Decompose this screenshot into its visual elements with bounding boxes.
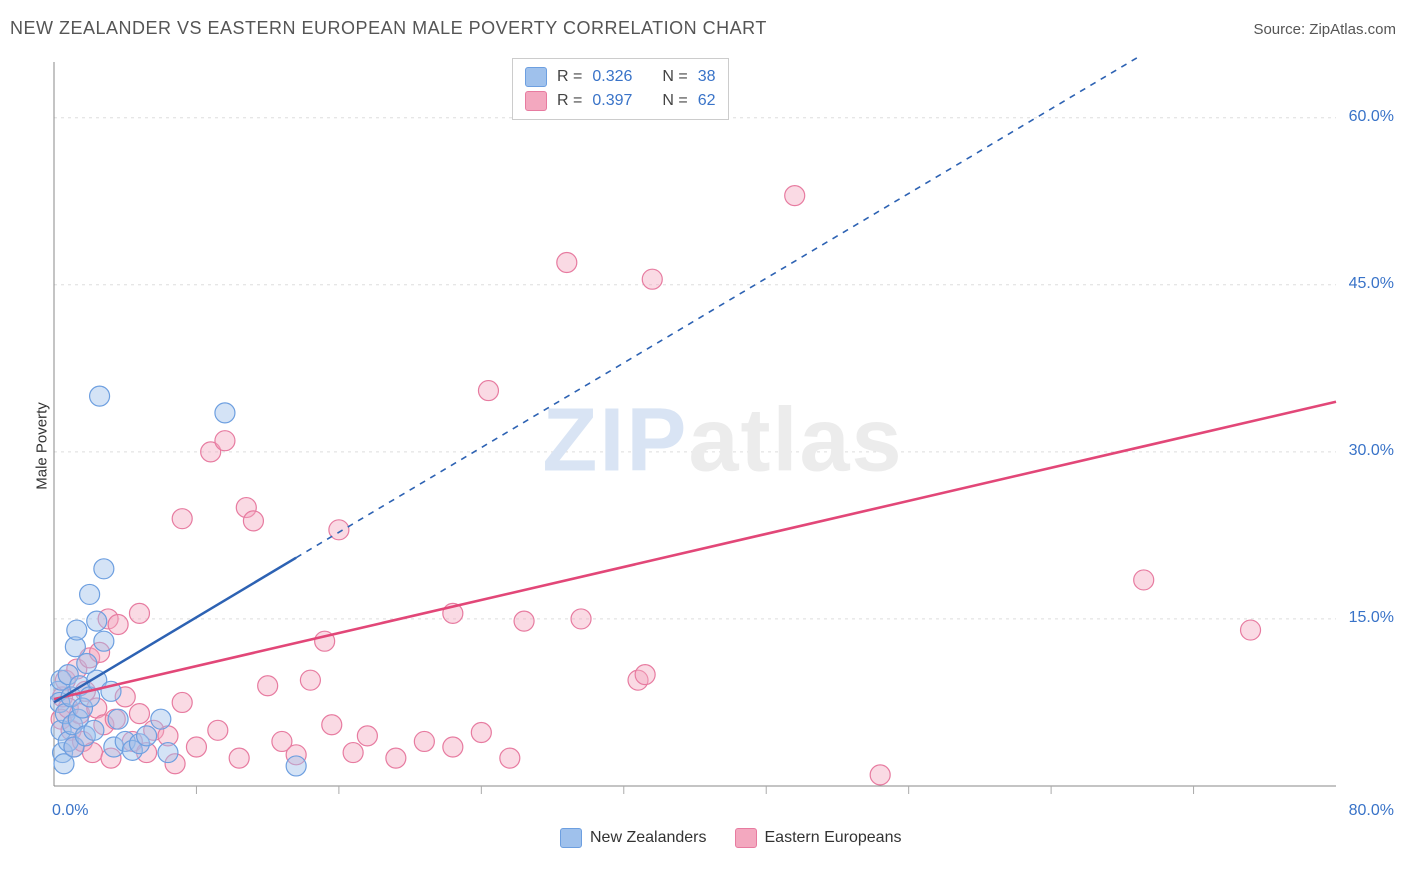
data-point <box>443 737 463 757</box>
n-label: N = <box>662 65 687 89</box>
data-point <box>642 269 662 289</box>
n-value: 38 <box>698 65 716 89</box>
data-point <box>557 252 577 272</box>
data-point <box>137 726 157 746</box>
data-point <box>414 731 434 751</box>
axis-tick-label: 80.0% <box>1339 802 1394 820</box>
r-label: R = <box>557 65 582 89</box>
data-point <box>94 631 114 651</box>
data-point <box>129 704 149 724</box>
data-point <box>478 381 498 401</box>
trend-line <box>54 402 1336 699</box>
data-point <box>322 715 342 735</box>
n-label: N = <box>662 89 687 113</box>
r-value: 0.326 <box>592 65 632 89</box>
data-point <box>343 743 363 763</box>
data-point <box>108 614 128 634</box>
y-axis-label: Male Poverty <box>33 402 50 490</box>
trend-line-extension <box>296 56 1336 558</box>
series-swatch <box>735 828 757 848</box>
data-point <box>1134 570 1154 590</box>
stats-row: R = 0.397 N = 62 <box>525 89 716 113</box>
chart-title: NEW ZEALANDER VS EASTERN EUROPEAN MALE P… <box>10 18 767 39</box>
data-point <box>635 665 655 685</box>
r-label: R = <box>557 89 582 113</box>
axis-tick-label: 15.0% <box>1339 609 1394 627</box>
data-point <box>215 431 235 451</box>
data-point <box>785 186 805 206</box>
chart-source: Source: ZipAtlas.com <box>1253 21 1396 38</box>
series-swatch <box>525 67 547 87</box>
series-swatch <box>560 828 582 848</box>
data-point <box>258 676 278 696</box>
axis-tick-label: 0.0% <box>52 802 88 820</box>
legend-label: New Zealanders <box>590 829 707 847</box>
legend-item: New Zealanders <box>560 828 707 848</box>
data-point <box>108 709 128 729</box>
data-point <box>84 720 104 740</box>
data-point <box>471 723 491 743</box>
data-point <box>186 737 206 757</box>
data-point <box>87 611 107 631</box>
data-point <box>208 720 228 740</box>
series-legend: New Zealanders Eastern Europeans <box>560 828 901 848</box>
stats-row: R = 0.326 N = 38 <box>525 65 716 89</box>
data-point <box>129 603 149 623</box>
data-point <box>870 765 890 785</box>
data-point <box>500 748 520 768</box>
n-value: 62 <box>698 89 716 113</box>
data-point <box>94 559 114 579</box>
data-point <box>243 511 263 531</box>
data-point <box>172 692 192 712</box>
series-swatch <box>525 91 547 111</box>
data-point <box>386 748 406 768</box>
r-value: 0.397 <box>592 89 632 113</box>
data-point <box>357 726 377 746</box>
legend-item: Eastern Europeans <box>735 828 902 848</box>
correlation-stats-box: R = 0.326 N = 38 R = 0.397 N = 62 <box>512 58 729 120</box>
axis-tick-label: 45.0% <box>1339 275 1394 293</box>
data-point <box>229 748 249 768</box>
data-point <box>172 509 192 529</box>
data-point <box>158 743 178 763</box>
legend-label: Eastern Europeans <box>765 829 902 847</box>
data-point <box>571 609 591 629</box>
data-point <box>215 403 235 423</box>
axis-tick-label: 30.0% <box>1339 442 1394 460</box>
axis-tick-label: 60.0% <box>1339 108 1394 126</box>
chart-canvas <box>50 56 1396 826</box>
data-point <box>80 584 100 604</box>
data-point <box>300 670 320 690</box>
data-point <box>90 386 110 406</box>
data-point <box>151 709 171 729</box>
data-point <box>286 756 306 776</box>
scatter-plot: ZIPatlas R =0.326N =38R =0.397N =62 New … <box>50 56 1396 826</box>
data-point <box>514 611 534 631</box>
data-point <box>67 620 87 640</box>
chart-header: NEW ZEALANDER VS EASTERN EUROPEAN MALE P… <box>10 18 1396 39</box>
data-point <box>1241 620 1261 640</box>
